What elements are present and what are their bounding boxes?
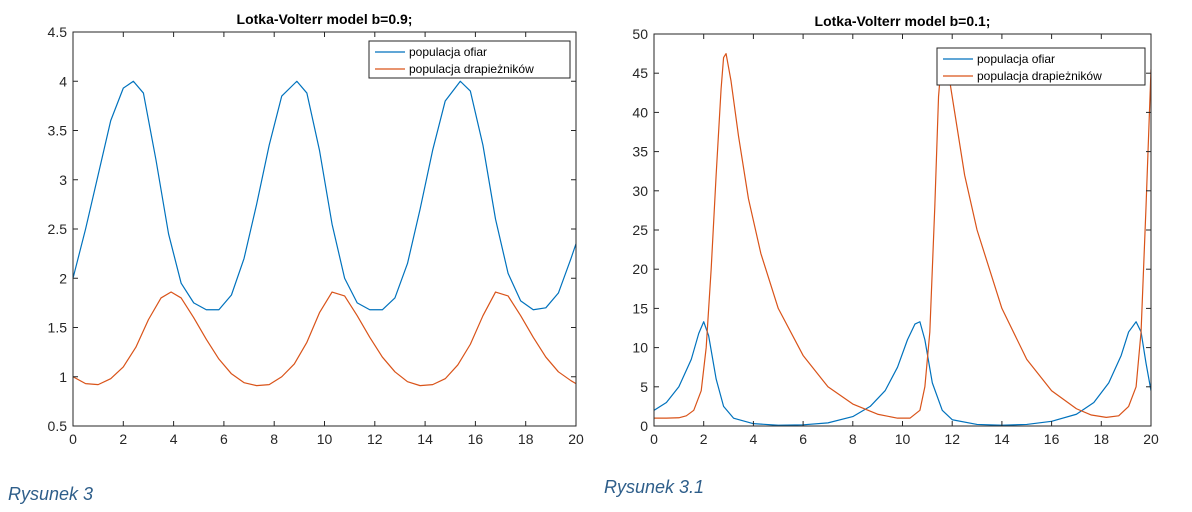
legend-label-0: populacja ofiar: [409, 45, 487, 59]
y-tick-label: 0.5: [48, 418, 68, 434]
caption-left: Rysunek 3: [8, 484, 94, 504]
series-group: [654, 50, 1151, 426]
caption-right: Rysunek 3.1: [604, 477, 705, 497]
x-tick-label: 18: [518, 431, 534, 447]
x-tick-label: 8: [270, 431, 278, 447]
y-tick-label: 3.5: [48, 123, 68, 139]
chart-title: Lotka-Volterr model b=0.9;: [237, 11, 413, 27]
y-tick-label: 4: [59, 73, 67, 89]
x-tick-label: 4: [170, 431, 178, 447]
y-tick-label: 40: [632, 104, 648, 120]
x-tick-label: 0: [650, 431, 658, 447]
series-line-1: [73, 291, 576, 387]
y-tick-label: 1.5: [48, 320, 68, 336]
legend-box: [368, 40, 571, 79]
y-tick-label: 4.5: [48, 24, 68, 40]
legend-label-1: populacja drapieżników: [409, 62, 534, 76]
x-tick-label: 16: [1044, 431, 1060, 447]
y-tick-label: 3: [59, 172, 67, 188]
y-tick-label: 50: [632, 26, 648, 42]
legend-label-1: populacja drapieżników: [977, 69, 1102, 83]
x-tick-label: 10: [895, 431, 911, 447]
y-tick-label: 20: [632, 261, 648, 277]
legend-box: [936, 47, 1146, 86]
x-tick-label: 12: [944, 431, 960, 447]
y-tick-label: 2.5: [48, 221, 68, 237]
legend-label-0: populacja ofiar: [977, 52, 1055, 66]
x-tick-label: 20: [568, 431, 584, 447]
series-line-0: [73, 80, 576, 311]
x-tick-label: 14: [994, 431, 1010, 447]
y-tick-label: 1: [59, 369, 67, 385]
series-line-1: [654, 50, 1151, 419]
x-tick-label: 0: [69, 431, 77, 447]
x-tick-label: 2: [119, 431, 127, 447]
x-tick-label: 8: [849, 431, 857, 447]
x-tick-label: 2: [700, 431, 708, 447]
y-tick-label: 35: [632, 144, 648, 160]
x-tick-label: 6: [220, 431, 228, 447]
y-tick-label: 10: [632, 340, 648, 356]
y-tick-label: 0: [640, 418, 648, 434]
x-tick-label: 4: [750, 431, 758, 447]
x-tick-label: 20: [1143, 431, 1159, 447]
plot-area: [654, 34, 1151, 426]
y-tick-label: 2: [59, 270, 67, 286]
x-tick-label: 16: [468, 431, 484, 447]
x-tick-label: 10: [317, 431, 333, 447]
plot-area: [73, 32, 576, 426]
y-tick-label: 15: [632, 300, 648, 316]
chart-title: Lotka-Volterr model b=0.1;: [815, 13, 991, 29]
x-tick-label: 12: [367, 431, 383, 447]
y-tick-label: 45: [632, 65, 648, 81]
x-tick-label: 6: [799, 431, 807, 447]
x-tick-label: 18: [1094, 431, 1110, 447]
y-tick-label: 25: [632, 222, 648, 238]
series-line-0: [654, 321, 1151, 426]
y-tick-label: 30: [632, 183, 648, 199]
chart-left: Lotka-Volterr model b=0.9;0 2 4 6 8 10 12 14 16 1…: [48, 11, 584, 447]
series-group: [73, 80, 576, 387]
x-tick-label: 14: [417, 431, 433, 447]
chart-right: Lotka-Volterr model b=0.1; 0 2 4 6 8 10 12 14 16 1…: [632, 13, 1159, 447]
y-tick-label: 5: [640, 379, 648, 395]
